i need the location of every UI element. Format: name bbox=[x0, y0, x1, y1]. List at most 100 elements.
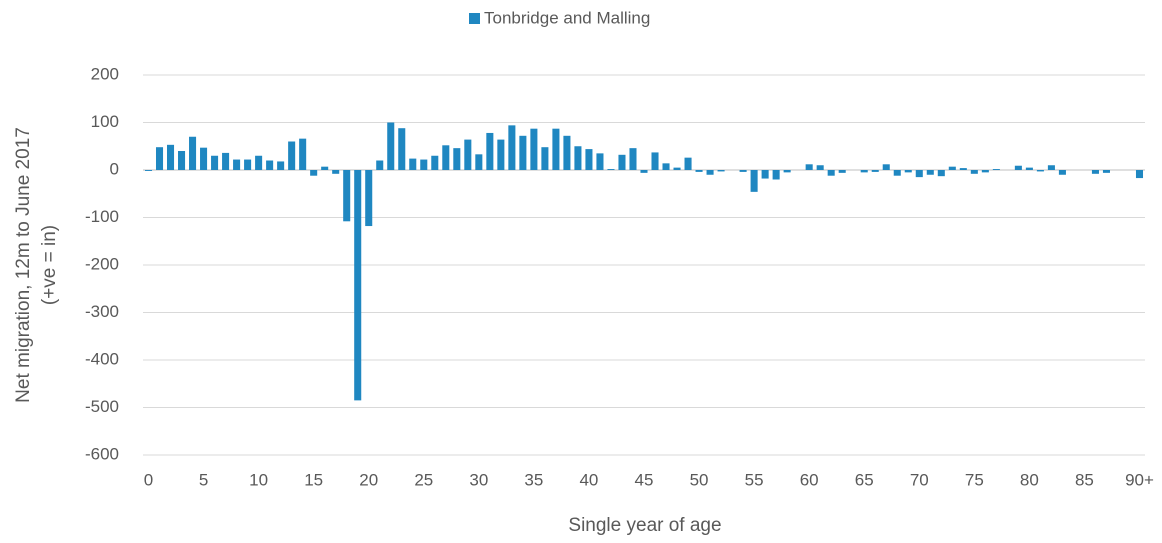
legend-swatch bbox=[469, 13, 480, 24]
bar bbox=[618, 154, 626, 170]
bar bbox=[178, 151, 186, 170]
bar bbox=[222, 152, 230, 170]
bar bbox=[376, 160, 384, 170]
bar bbox=[574, 146, 582, 170]
x-axis-label: Single year of age bbox=[568, 515, 721, 536]
bar bbox=[783, 170, 791, 173]
bar bbox=[904, 170, 912, 173]
bar bbox=[530, 128, 538, 170]
bar bbox=[959, 168, 967, 170]
y-tick-label: 0 bbox=[110, 159, 119, 178]
x-tick-label: 55 bbox=[745, 470, 764, 489]
y-tick-label: -600 bbox=[85, 444, 119, 463]
x-tick-label: 85 bbox=[1075, 470, 1094, 489]
y-tick-label: 100 bbox=[91, 112, 119, 131]
bar bbox=[816, 165, 824, 170]
bar bbox=[442, 145, 450, 170]
bar bbox=[1135, 170, 1144, 179]
bar bbox=[948, 166, 956, 170]
bar bbox=[266, 160, 274, 170]
x-tick-label: 70 bbox=[910, 470, 929, 489]
bar bbox=[288, 141, 296, 170]
x-tick-label: 5 bbox=[199, 470, 208, 489]
bar bbox=[365, 170, 373, 227]
bar bbox=[321, 166, 329, 170]
bar bbox=[475, 154, 483, 170]
y-tick-label: -100 bbox=[85, 207, 119, 226]
x-tick-label: 30 bbox=[469, 470, 488, 489]
bar bbox=[453, 148, 461, 170]
x-tick-label: 90+ bbox=[1125, 470, 1154, 489]
bar bbox=[464, 139, 472, 170]
bar bbox=[200, 147, 208, 170]
bar bbox=[211, 155, 219, 170]
bar bbox=[1014, 165, 1022, 170]
bar bbox=[508, 125, 516, 170]
x-tick-label: 15 bbox=[304, 470, 323, 489]
bar bbox=[398, 128, 406, 170]
bar bbox=[541, 147, 549, 170]
bar bbox=[155, 147, 164, 170]
bar bbox=[1102, 170, 1110, 173]
x-tick-label: 10 bbox=[249, 470, 268, 489]
y-tick-label: -300 bbox=[85, 302, 119, 321]
bar bbox=[519, 135, 527, 170]
bar bbox=[431, 155, 439, 170]
bar bbox=[629, 148, 637, 170]
bar bbox=[640, 170, 648, 173]
bar bbox=[607, 169, 615, 170]
bar bbox=[310, 170, 318, 176]
bar bbox=[409, 158, 417, 170]
bar bbox=[827, 170, 835, 176]
bar bbox=[915, 170, 923, 178]
bar bbox=[1058, 170, 1066, 175]
bar bbox=[651, 152, 659, 170]
y-axis-label: Net migration, 12m to June 2017 bbox=[13, 127, 34, 403]
bar bbox=[233, 159, 241, 170]
x-tick-label: 75 bbox=[965, 470, 984, 489]
bar bbox=[673, 167, 681, 170]
bar bbox=[563, 135, 571, 170]
x-tick-label: 50 bbox=[690, 470, 709, 489]
bar bbox=[695, 170, 703, 172]
bar bbox=[277, 161, 285, 170]
bar bbox=[552, 128, 560, 170]
bar bbox=[750, 170, 758, 192]
x-tick-label: 35 bbox=[524, 470, 543, 489]
y-tick-label: -400 bbox=[85, 349, 119, 368]
bar bbox=[805, 164, 813, 170]
y-tick-label: -500 bbox=[85, 397, 119, 416]
bar bbox=[420, 159, 428, 170]
bar bbox=[486, 132, 494, 170]
bar bbox=[893, 170, 901, 176]
bar bbox=[585, 149, 593, 170]
y-tick-label: 200 bbox=[91, 64, 119, 83]
legend-label: Tonbridge and Malling bbox=[484, 8, 650, 27]
x-tick-label: 40 bbox=[579, 470, 598, 489]
x-tick-label: 65 bbox=[855, 470, 874, 489]
y-tick-label: -200 bbox=[85, 254, 119, 273]
x-tick-label: 45 bbox=[635, 470, 654, 489]
bar bbox=[1047, 165, 1055, 170]
bar bbox=[981, 170, 989, 173]
bar bbox=[596, 153, 604, 170]
bar bbox=[926, 170, 934, 175]
bar bbox=[761, 170, 769, 179]
bar bbox=[739, 170, 747, 172]
bar bbox=[189, 136, 197, 170]
bar bbox=[882, 164, 890, 170]
bar bbox=[684, 157, 692, 170]
bar bbox=[387, 122, 395, 170]
x-tick-label: 0 bbox=[144, 470, 153, 489]
bar bbox=[772, 170, 780, 180]
y-axis-label: (+ve = in) bbox=[39, 225, 60, 305]
bar bbox=[332, 170, 340, 174]
bar bbox=[937, 170, 945, 177]
bar bbox=[167, 144, 175, 170]
bar bbox=[838, 170, 846, 173]
bar bbox=[871, 170, 879, 172]
bar bbox=[992, 169, 1000, 170]
bar bbox=[244, 159, 252, 170]
bar bbox=[497, 139, 505, 170]
